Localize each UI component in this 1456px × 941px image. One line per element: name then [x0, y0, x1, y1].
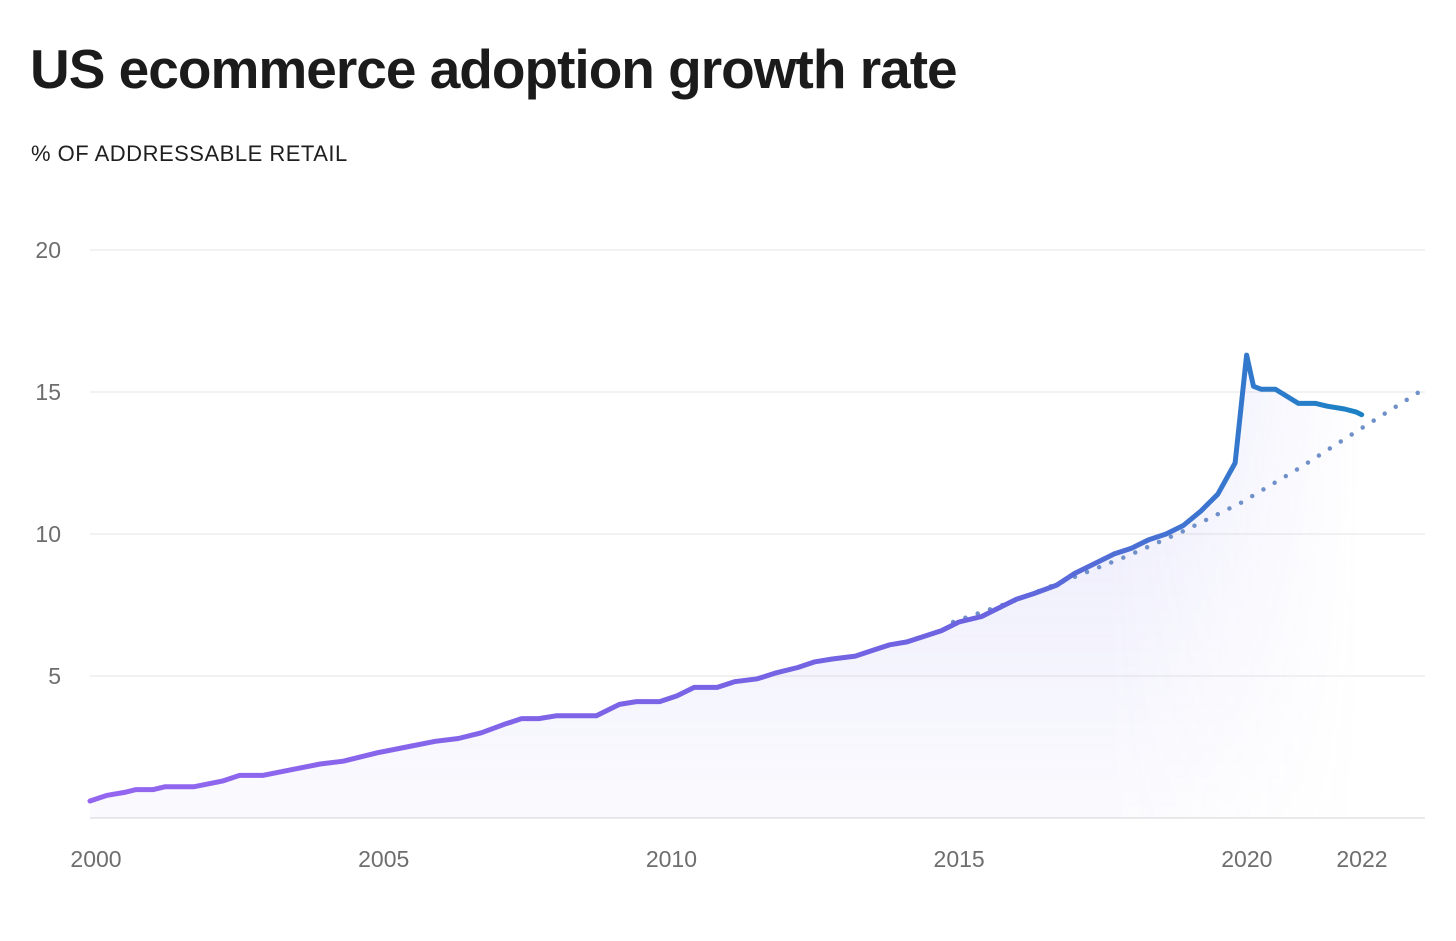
axis-ticks: 5 10 15 20 2000 2005 2010 2015 2020 2022 [35, 237, 1387, 872]
x-tick-label: 2015 [934, 846, 985, 872]
x-tick-label: 2022 [1336, 846, 1387, 872]
x-tick-label: 2020 [1221, 846, 1272, 872]
y-tick-label: 10 [35, 521, 61, 547]
y-tick-label: 20 [35, 237, 61, 263]
series-lines [87, 352, 1422, 804]
x-tick-label: 2010 [646, 846, 697, 872]
y-axis-label: % OF ADDRESSABLE RETAIL [31, 141, 348, 166]
area-fill [90, 355, 1362, 818]
x-tick-label: 2005 [358, 846, 409, 872]
chart-title: US ecommerce adoption growth rate [30, 38, 958, 100]
trend-line-dotted [950, 389, 1422, 625]
area-under-line [90, 355, 1362, 818]
ecommerce-share-line [87, 352, 1365, 804]
y-tick-label: 5 [48, 663, 61, 689]
x-tick-label: 2000 [70, 846, 121, 872]
y-tick-label: 15 [35, 379, 61, 405]
